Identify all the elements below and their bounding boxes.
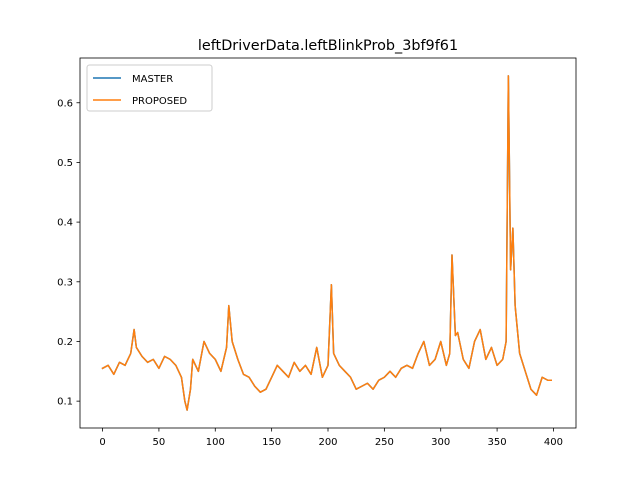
x-tick-label: 300 — [431, 437, 450, 448]
x-tick-label: 200 — [318, 437, 337, 448]
x-tick-label: 400 — [544, 437, 563, 448]
y-tick-label: 0.6 — [57, 98, 73, 109]
x-tick-label: 150 — [262, 437, 281, 448]
x-tick-label: 0 — [99, 437, 105, 448]
y-tick-label: 0.3 — [57, 277, 73, 288]
x-tick-label: 350 — [488, 437, 507, 448]
y-tick-label: 0.1 — [57, 397, 73, 408]
legend-label-master: MASTER — [132, 74, 173, 85]
plot-area: 0 50 100 150 200 250 300 350 400 0.1 0.2 0.3 0.4 0.5 0… — [57, 57, 577, 448]
x-tick-label: 250 — [375, 437, 394, 448]
series-line-proposed — [101, 75, 552, 411]
y-tick-label: 0.2 — [57, 337, 73, 348]
chart-title: leftDriverData.leftBlinkProb_3bf9f61 — [198, 38, 458, 54]
legend-label-proposed: PROPOSED — [132, 96, 187, 107]
y-tick-label: 0.5 — [57, 158, 73, 169]
x-tick-label: 100 — [206, 437, 225, 448]
x-tick-label: 50 — [153, 437, 166, 448]
y-tick-label: 0.4 — [57, 218, 73, 229]
